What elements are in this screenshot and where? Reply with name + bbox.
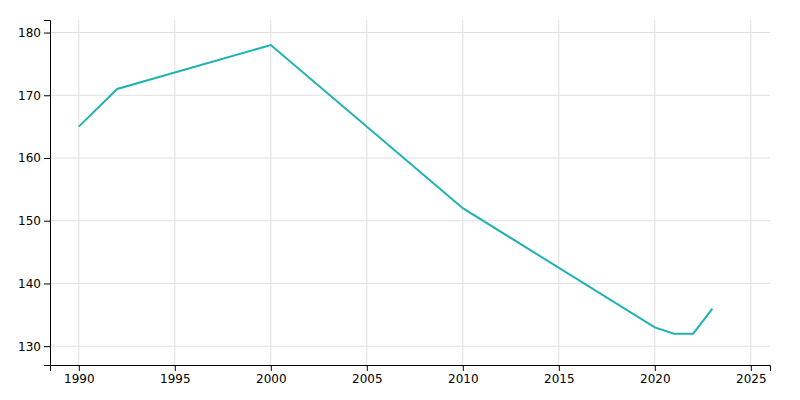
tick: 150 <box>18 214 50 228</box>
x-axis: 1990 1995 2000 2005 2010 2015 2020 2025 <box>51 365 771 386</box>
grid-line <box>366 20 367 365</box>
tick-mark <box>751 365 752 371</box>
tick-label: 140 <box>18 277 41 291</box>
tick-mark <box>271 365 272 371</box>
tick-mark <box>44 346 50 347</box>
grid-line <box>750 20 751 365</box>
tick-mark <box>44 95 50 96</box>
tick-label: 150 <box>18 214 41 228</box>
tick: 2025 <box>736 365 767 386</box>
grid-line <box>50 346 770 347</box>
tick-mark <box>44 283 50 284</box>
tick-label: 170 <box>18 89 41 103</box>
tick-label: 130 <box>18 340 41 354</box>
tick-label: 2000 <box>256 372 287 386</box>
tick: 2010 <box>448 365 479 386</box>
grid-line <box>78 20 79 365</box>
tick-label: 1990 <box>64 372 95 386</box>
axis-line <box>44 21 51 366</box>
tick-mark <box>367 365 368 371</box>
tick: 180 <box>18 26 50 40</box>
grid-line <box>270 20 271 365</box>
tick-mark <box>175 365 176 371</box>
tick: 160 <box>18 151 50 165</box>
tick-mark <box>44 158 50 159</box>
chart: 1990 1995 2000 2005 2010 2015 2020 2025 130 140 15… <box>0 0 800 400</box>
grid <box>50 20 770 365</box>
tick-label: 2020 <box>640 372 671 386</box>
grid-line <box>50 95 770 96</box>
grid-line <box>654 20 655 365</box>
tick-mark <box>559 365 560 371</box>
grid-line <box>50 220 770 221</box>
tick: 1990 <box>64 365 95 386</box>
tick-label: 2025 <box>736 372 767 386</box>
tick: 1995 <box>160 365 191 386</box>
tick-label: 180 <box>18 26 41 40</box>
tick: 170 <box>18 89 50 103</box>
grid-line <box>50 283 770 284</box>
tick-mark <box>463 365 464 371</box>
grid-line <box>50 32 770 33</box>
series <box>79 45 713 334</box>
tick-label: 160 <box>18 151 41 165</box>
grid-line <box>50 158 770 159</box>
tick-label: 2010 <box>448 372 479 386</box>
tick: 130 <box>18 340 50 354</box>
tick: 2015 <box>544 365 575 386</box>
tick: 2005 <box>352 365 383 386</box>
tick: 2020 <box>640 365 671 386</box>
axis-line <box>51 366 771 372</box>
tick-label: 2015 <box>544 372 575 386</box>
line <box>79 45 713 334</box>
grid-line <box>462 20 463 365</box>
tick-mark <box>44 221 50 222</box>
tick-mark <box>655 365 656 371</box>
plot-area: 1990 1995 2000 2005 2010 2015 2020 2025 130 140 15… <box>18 20 770 386</box>
grid-line <box>558 20 559 365</box>
y-axis: 130 140 150 160 170 180 <box>18 21 50 366</box>
tick-label: 2005 <box>352 372 383 386</box>
tick-mark <box>79 365 80 371</box>
tick-mark <box>44 33 50 34</box>
tick: 2000 <box>256 365 287 386</box>
tick: 140 <box>18 277 50 291</box>
tick-label: 1995 <box>160 372 191 386</box>
